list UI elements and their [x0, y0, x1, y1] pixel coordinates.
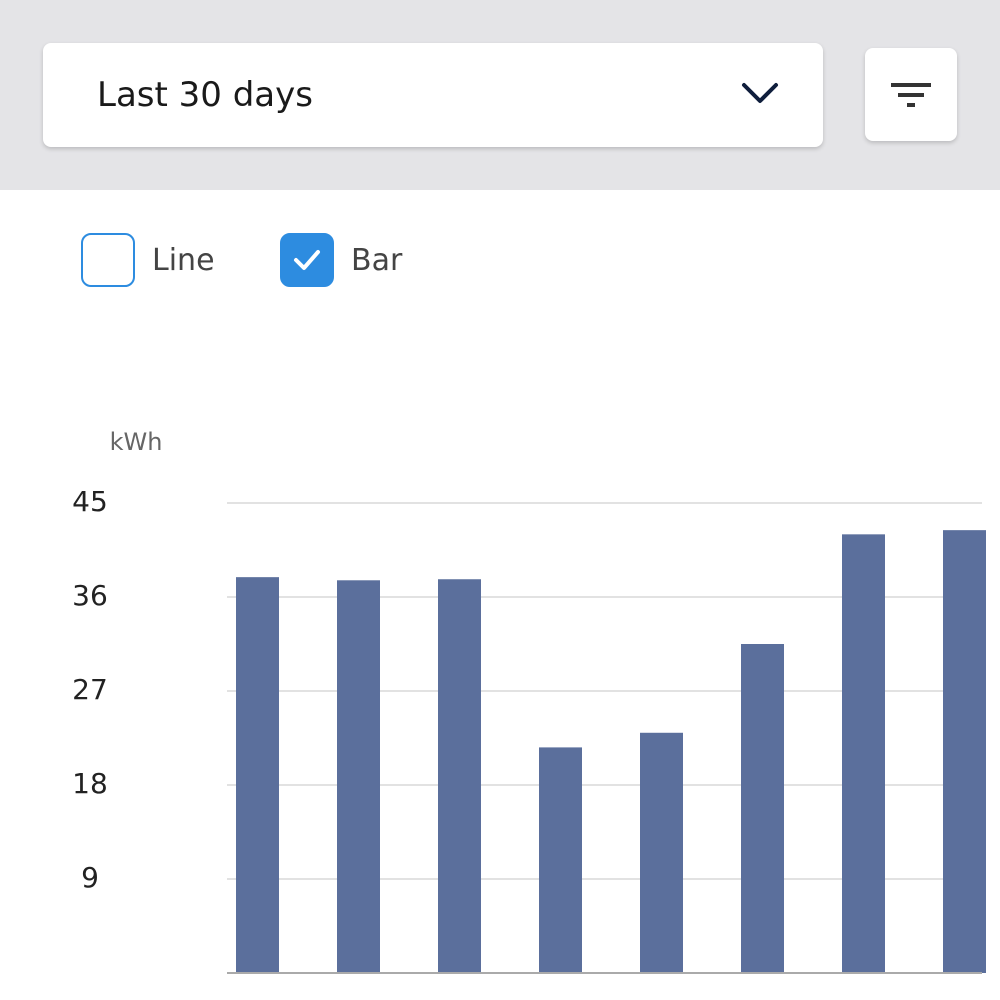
bar — [539, 747, 582, 973]
bar — [943, 530, 986, 973]
chevron-icon — [742, 83, 778, 103]
y-tick-label: 45 — [72, 485, 108, 518]
checkbox-toggle[interactable]: Bar — [280, 233, 402, 287]
checkbox-toggle[interactable]: Line — [81, 233, 215, 287]
check-icon — [294, 250, 320, 270]
filter-button[interactable] — [865, 48, 957, 141]
bar — [842, 534, 885, 973]
bar — [337, 580, 380, 973]
y-tick-label: 9 — [81, 861, 99, 894]
range-dropdown[interactable]: Last 30 days — [43, 43, 823, 147]
toolbar: Last 30 days — [0, 0, 1000, 190]
bar — [640, 732, 683, 973]
checkbox-label: Line — [152, 242, 215, 278]
y-tick-label: 36 — [72, 579, 108, 612]
checkbox-label: Bar — [351, 242, 403, 278]
y-tick-label: 18 — [72, 767, 108, 800]
range-value: Last 30 days — [97, 75, 313, 115]
y-tick-label: 27 — [72, 673, 108, 706]
checkbox[interactable] — [81, 233, 135, 287]
y-axis-label: kWh — [110, 428, 163, 456]
bar — [741, 644, 784, 973]
bar — [438, 579, 481, 973]
bar — [236, 577, 279, 973]
checkbox[interactable] — [280, 233, 334, 287]
filter-icon — [891, 83, 931, 107]
